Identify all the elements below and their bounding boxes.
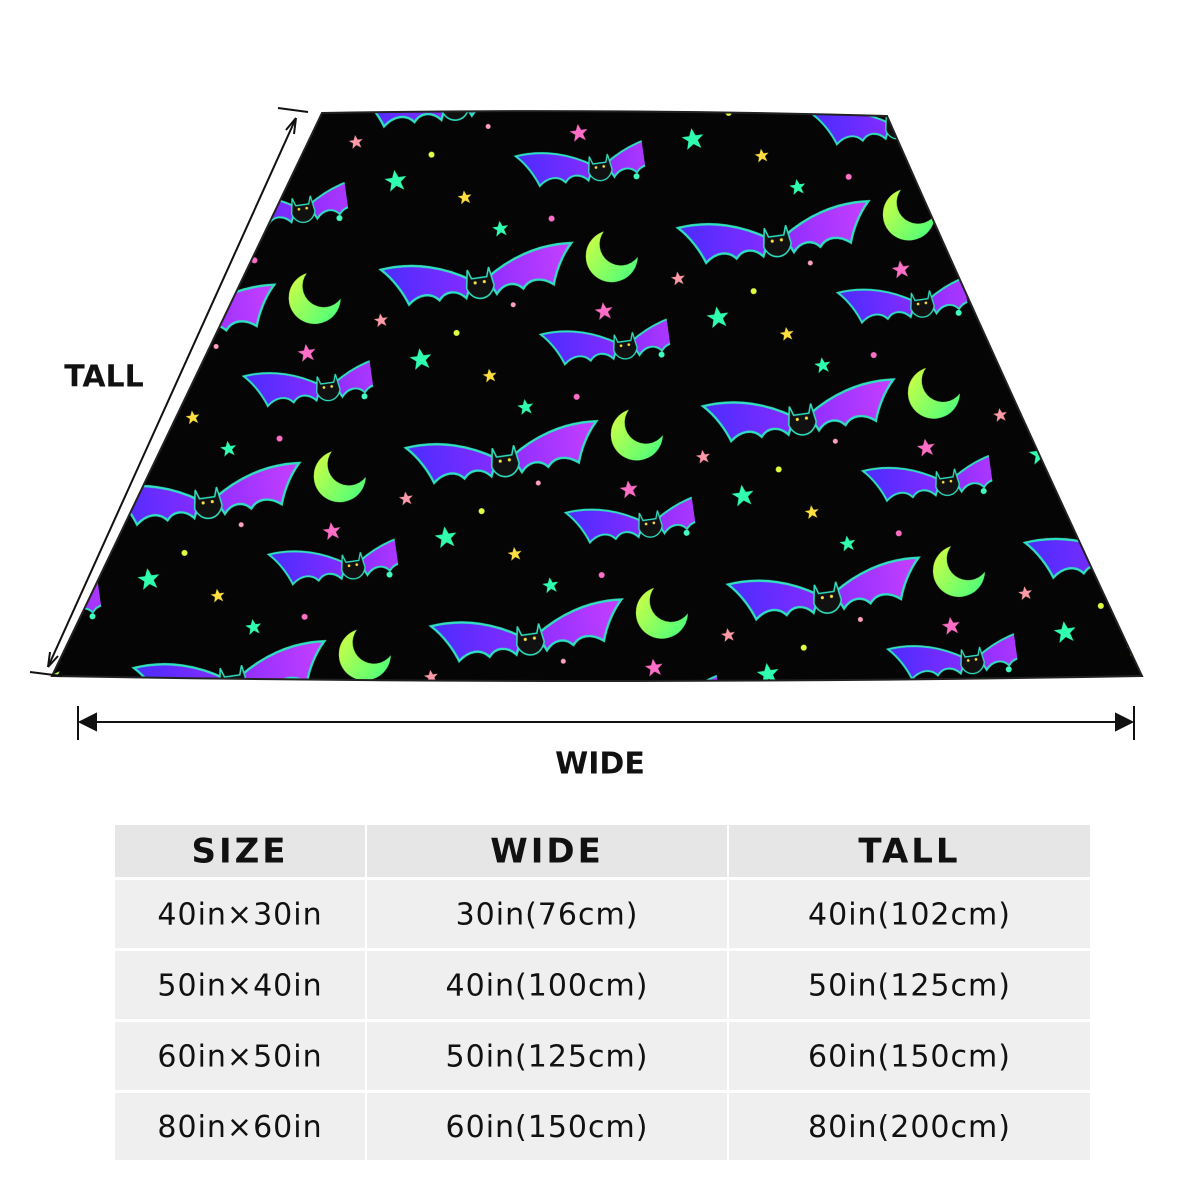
row-cell-bg [115, 1093, 365, 1160]
row-cell-bg [367, 1022, 727, 1090]
header-cell-bg [115, 825, 365, 877]
row-cell: 60in×50in [157, 1040, 322, 1075]
row-cell: 50in×40in [157, 969, 322, 1004]
row-cell: 40in(102cm) [808, 898, 1011, 933]
row-cell-bg [115, 880, 365, 948]
tall-arrow [29, 107, 309, 677]
row-cell: 30in(76cm) [456, 898, 639, 933]
header-cell-bg [729, 825, 1090, 877]
row-cell-bg [367, 1093, 727, 1160]
row-cell-bg [729, 1093, 1090, 1160]
row-cell-bg [367, 951, 727, 1019]
row-cell-bg [729, 951, 1090, 1019]
header-cell: TALL [858, 832, 960, 872]
header-cell: WIDE [490, 832, 604, 872]
row-cell: 50in(125cm) [808, 969, 1011, 1004]
row-cell-bg [729, 880, 1090, 948]
row-cell: 50in(125cm) [446, 1040, 649, 1075]
header-cell-bg [367, 825, 727, 877]
wide-arrow [77, 706, 1135, 740]
row-cell-bg [729, 1022, 1090, 1090]
row-cell-bg [367, 880, 727, 948]
header-cell: SIZE [191, 832, 288, 872]
wide-label: WIDE [555, 747, 645, 782]
blanket [50, 110, 1144, 682]
row-cell: 80in(200cm) [808, 1110, 1011, 1145]
size-table: SIZE WIDE TALL 40in×30in 30in(76cm) 40in(102c… [115, 825, 1090, 1160]
row-cell-bg [115, 951, 365, 1019]
row-cell: 60in(150cm) [446, 1110, 649, 1145]
row-cell-bg [115, 1022, 365, 1090]
row-cell: 40in(100cm) [446, 969, 649, 1004]
tall-label: TALL [64, 360, 144, 395]
row-cell: 60in(150cm) [808, 1040, 1011, 1075]
row-cell: 40in×30in [157, 898, 322, 933]
row-cell: 80in×60in [157, 1110, 322, 1145]
